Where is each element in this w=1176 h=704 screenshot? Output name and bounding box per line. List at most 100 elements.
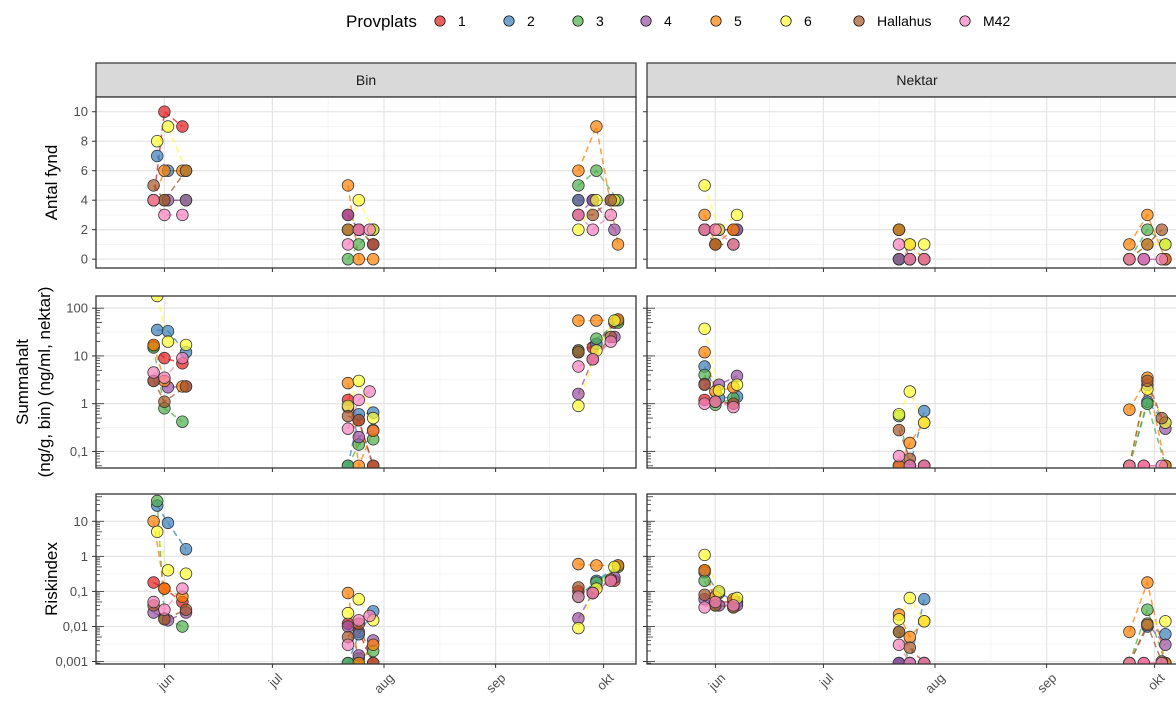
- data-point-6: [1159, 238, 1172, 251]
- data-point-m42: [709, 395, 722, 408]
- facet-row-antal-fynd: 0 2 4 6 8 10 Antal fynd: [42, 96, 1176, 272]
- data-point-m42: [176, 582, 189, 595]
- series-line-5: [577, 123, 619, 245]
- y-axis: [643, 307, 655, 467]
- data-point-m42: [1155, 656, 1168, 664]
- legend-item-6: 6: [780, 13, 812, 29]
- data-point-5: [1141, 576, 1154, 589]
- data-point-5: [727, 223, 740, 236]
- data-point-3: [1141, 397, 1154, 410]
- y-axis-title-line: (ng/g, bin) (ng/ml, nektar): [35, 287, 54, 478]
- data-point-4: [341, 620, 355, 633]
- strip-label: Bin: [356, 72, 376, 88]
- data-point-2: [352, 628, 366, 641]
- series-line-5: [898, 229, 925, 260]
- data-point-6: [572, 621, 585, 635]
- data-point-6: [903, 591, 917, 605]
- series-layer: [698, 322, 1172, 468]
- panel-antal-fynd-bin: 0 2 4 6 8 10: [74, 96, 637, 272]
- data-point-m42: [586, 353, 600, 366]
- data-point-6: [352, 193, 366, 207]
- y-axis: [643, 493, 655, 664]
- data-point-5: [1123, 625, 1136, 639]
- data-point-6: [179, 567, 193, 580]
- data-point-m42: [604, 208, 618, 222]
- x-tick-label: jun: [705, 670, 729, 694]
- data-point-4: [1159, 638, 1172, 652]
- data-point-6: [730, 378, 744, 391]
- series-line-5: [1128, 375, 1167, 466]
- data-point-5: [1141, 208, 1154, 222]
- data-point-4: [892, 253, 906, 266]
- data-point-5: [367, 424, 380, 438]
- data-point-6: [892, 613, 906, 626]
- y-axis: 0,1 1 10 100: [66, 301, 104, 467]
- y-tick-label: 0,001: [55, 654, 88, 669]
- data-point-m42: [727, 599, 740, 612]
- series-line-hallahus: [152, 170, 187, 202]
- data-point-2: [161, 516, 175, 530]
- data-point-hallahus: [179, 380, 193, 393]
- x-tick-label: aug: [371, 670, 397, 696]
- series-line-2: [578, 320, 619, 353]
- data-point-5: [341, 179, 355, 192]
- y-tick-label: 1: [81, 396, 88, 411]
- data-point-6: [730, 208, 744, 222]
- data-point-m42: [903, 253, 917, 266]
- series-line-5: [152, 521, 183, 598]
- legend-item-m42: M42: [959, 13, 1010, 29]
- data-point-hallahus: [1141, 618, 1154, 632]
- data-point-hallahus: [892, 423, 906, 437]
- data-point-m42: [158, 208, 171, 222]
- y-axis-title-line: Antal fynd: [42, 145, 61, 221]
- data-point-m42: [352, 614, 366, 627]
- data-point-6: [161, 335, 175, 348]
- series-line-1: [152, 110, 183, 201]
- plot-panels: Bin Nektar 0 2 4 6 8 10 Antal fynd 0,1 1 10 100 Summa…: [13, 62, 1176, 696]
- x-axis: [163, 268, 605, 272]
- legend-key-6: [780, 15, 792, 27]
- data-point-5: [698, 564, 711, 577]
- data-point-6: [712, 585, 726, 598]
- data-point-3: [176, 620, 189, 633]
- legend-item-3: 3: [572, 13, 604, 29]
- x-axis: jun jul aug sep okt: [705, 664, 1168, 696]
- data-point-2: [150, 323, 164, 337]
- data-point-5: [352, 459, 365, 468]
- data-point-6: [903, 238, 917, 251]
- data-point-5: [903, 630, 917, 644]
- legend-item-4: 4: [640, 13, 672, 29]
- data-point-hallahus: [903, 641, 917, 654]
- legend-title: Provplats: [346, 12, 417, 31]
- data-point-hallahus: [158, 395, 171, 408]
- x-tick-label: jul: [265, 670, 286, 691]
- x-tick-label: jul: [816, 670, 837, 691]
- data-point-m42: [363, 385, 376, 398]
- data-point-5: [352, 253, 366, 266]
- panel-riskindex-nektar: jun jul aug sep okt: [643, 493, 1176, 696]
- y-tick-label: 8: [81, 134, 88, 149]
- series-line-3: [156, 500, 183, 628]
- facet-strip-nektar: Nektar: [646, 62, 1176, 98]
- data-point-6: [918, 238, 931, 251]
- data-point-m42: [341, 238, 355, 251]
- data-point-6: [608, 560, 621, 574]
- series-layer: [698, 548, 1172, 664]
- data-point-6: [918, 615, 931, 628]
- data-point-3: [590, 332, 603, 345]
- legend-label-m42: M42: [983, 13, 1010, 29]
- data-point-4: [608, 223, 621, 236]
- series-layer: [147, 105, 625, 266]
- data-point-hallahus: [352, 414, 366, 427]
- strip-background: [95, 62, 637, 98]
- y-axis-title-line: Summahalt: [13, 339, 32, 425]
- legend-label-3: 3: [596, 13, 604, 29]
- legend-key-3: [572, 15, 584, 27]
- data-point-5: [611, 238, 625, 251]
- data-point-hallahus: [1141, 374, 1154, 388]
- data-point-m42: [1155, 459, 1168, 468]
- data-point-4: [892, 656, 906, 664]
- x-tick-label: jun: [154, 670, 178, 694]
- series-line-6: [1128, 387, 1167, 466]
- legend-key-5: [710, 15, 722, 27]
